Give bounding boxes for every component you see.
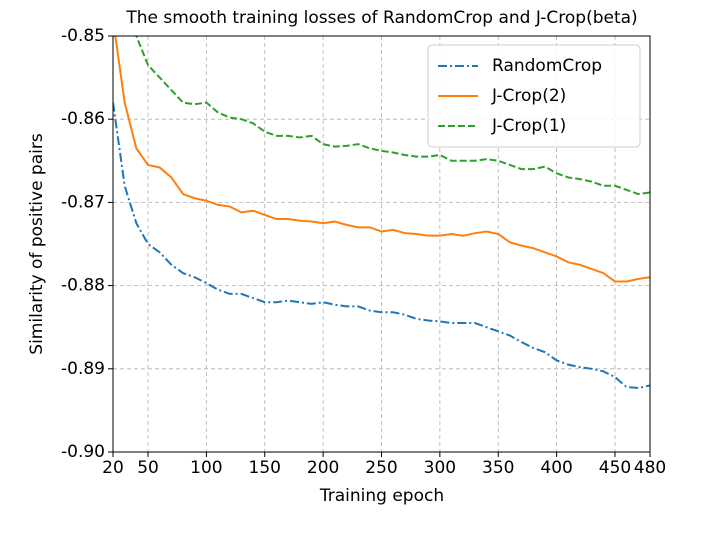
legend-label: J-Crop(1)	[491, 116, 566, 136]
series-line	[135, 36, 650, 196]
x-tick-label: 400	[540, 458, 572, 478]
y-axis-label: Similarity of positive pairs	[27, 133, 47, 355]
y-tick-label: -0.90	[61, 442, 105, 462]
plot-lines	[113, 36, 650, 389]
series-line	[114, 36, 650, 283]
y-tick-label: -0.85	[61, 26, 105, 46]
x-tick-label: 480	[634, 458, 666, 478]
x-axis-label: Training epoch	[319, 486, 444, 506]
y-tick-label: -0.87	[61, 192, 105, 212]
y-tick-label: -0.89	[61, 359, 105, 379]
x-tick-label: 350	[482, 458, 514, 478]
legend-label: RandomCrop	[492, 56, 602, 76]
x-tick-label: 300	[424, 458, 456, 478]
plot-frame	[112, 35, 651, 453]
x-tick-label: 200	[307, 458, 339, 478]
x-tick-label: 150	[249, 458, 281, 478]
x-tick-label: 250	[365, 458, 397, 478]
x-tick-label: 50	[137, 458, 159, 478]
y-tick-label: -0.86	[61, 109, 105, 129]
legend-label: J-Crop(2)	[491, 86, 566, 106]
chart-title: The smooth training losses of RandomCrop…	[125, 8, 637, 28]
legend-box	[427, 44, 641, 148]
series-line	[113, 102, 650, 389]
x-tick-label: 450	[599, 458, 631, 478]
x-tick-label: 20	[102, 458, 124, 478]
x-tick-label: 100	[190, 458, 222, 478]
y-tick-label: -0.88	[61, 276, 105, 296]
